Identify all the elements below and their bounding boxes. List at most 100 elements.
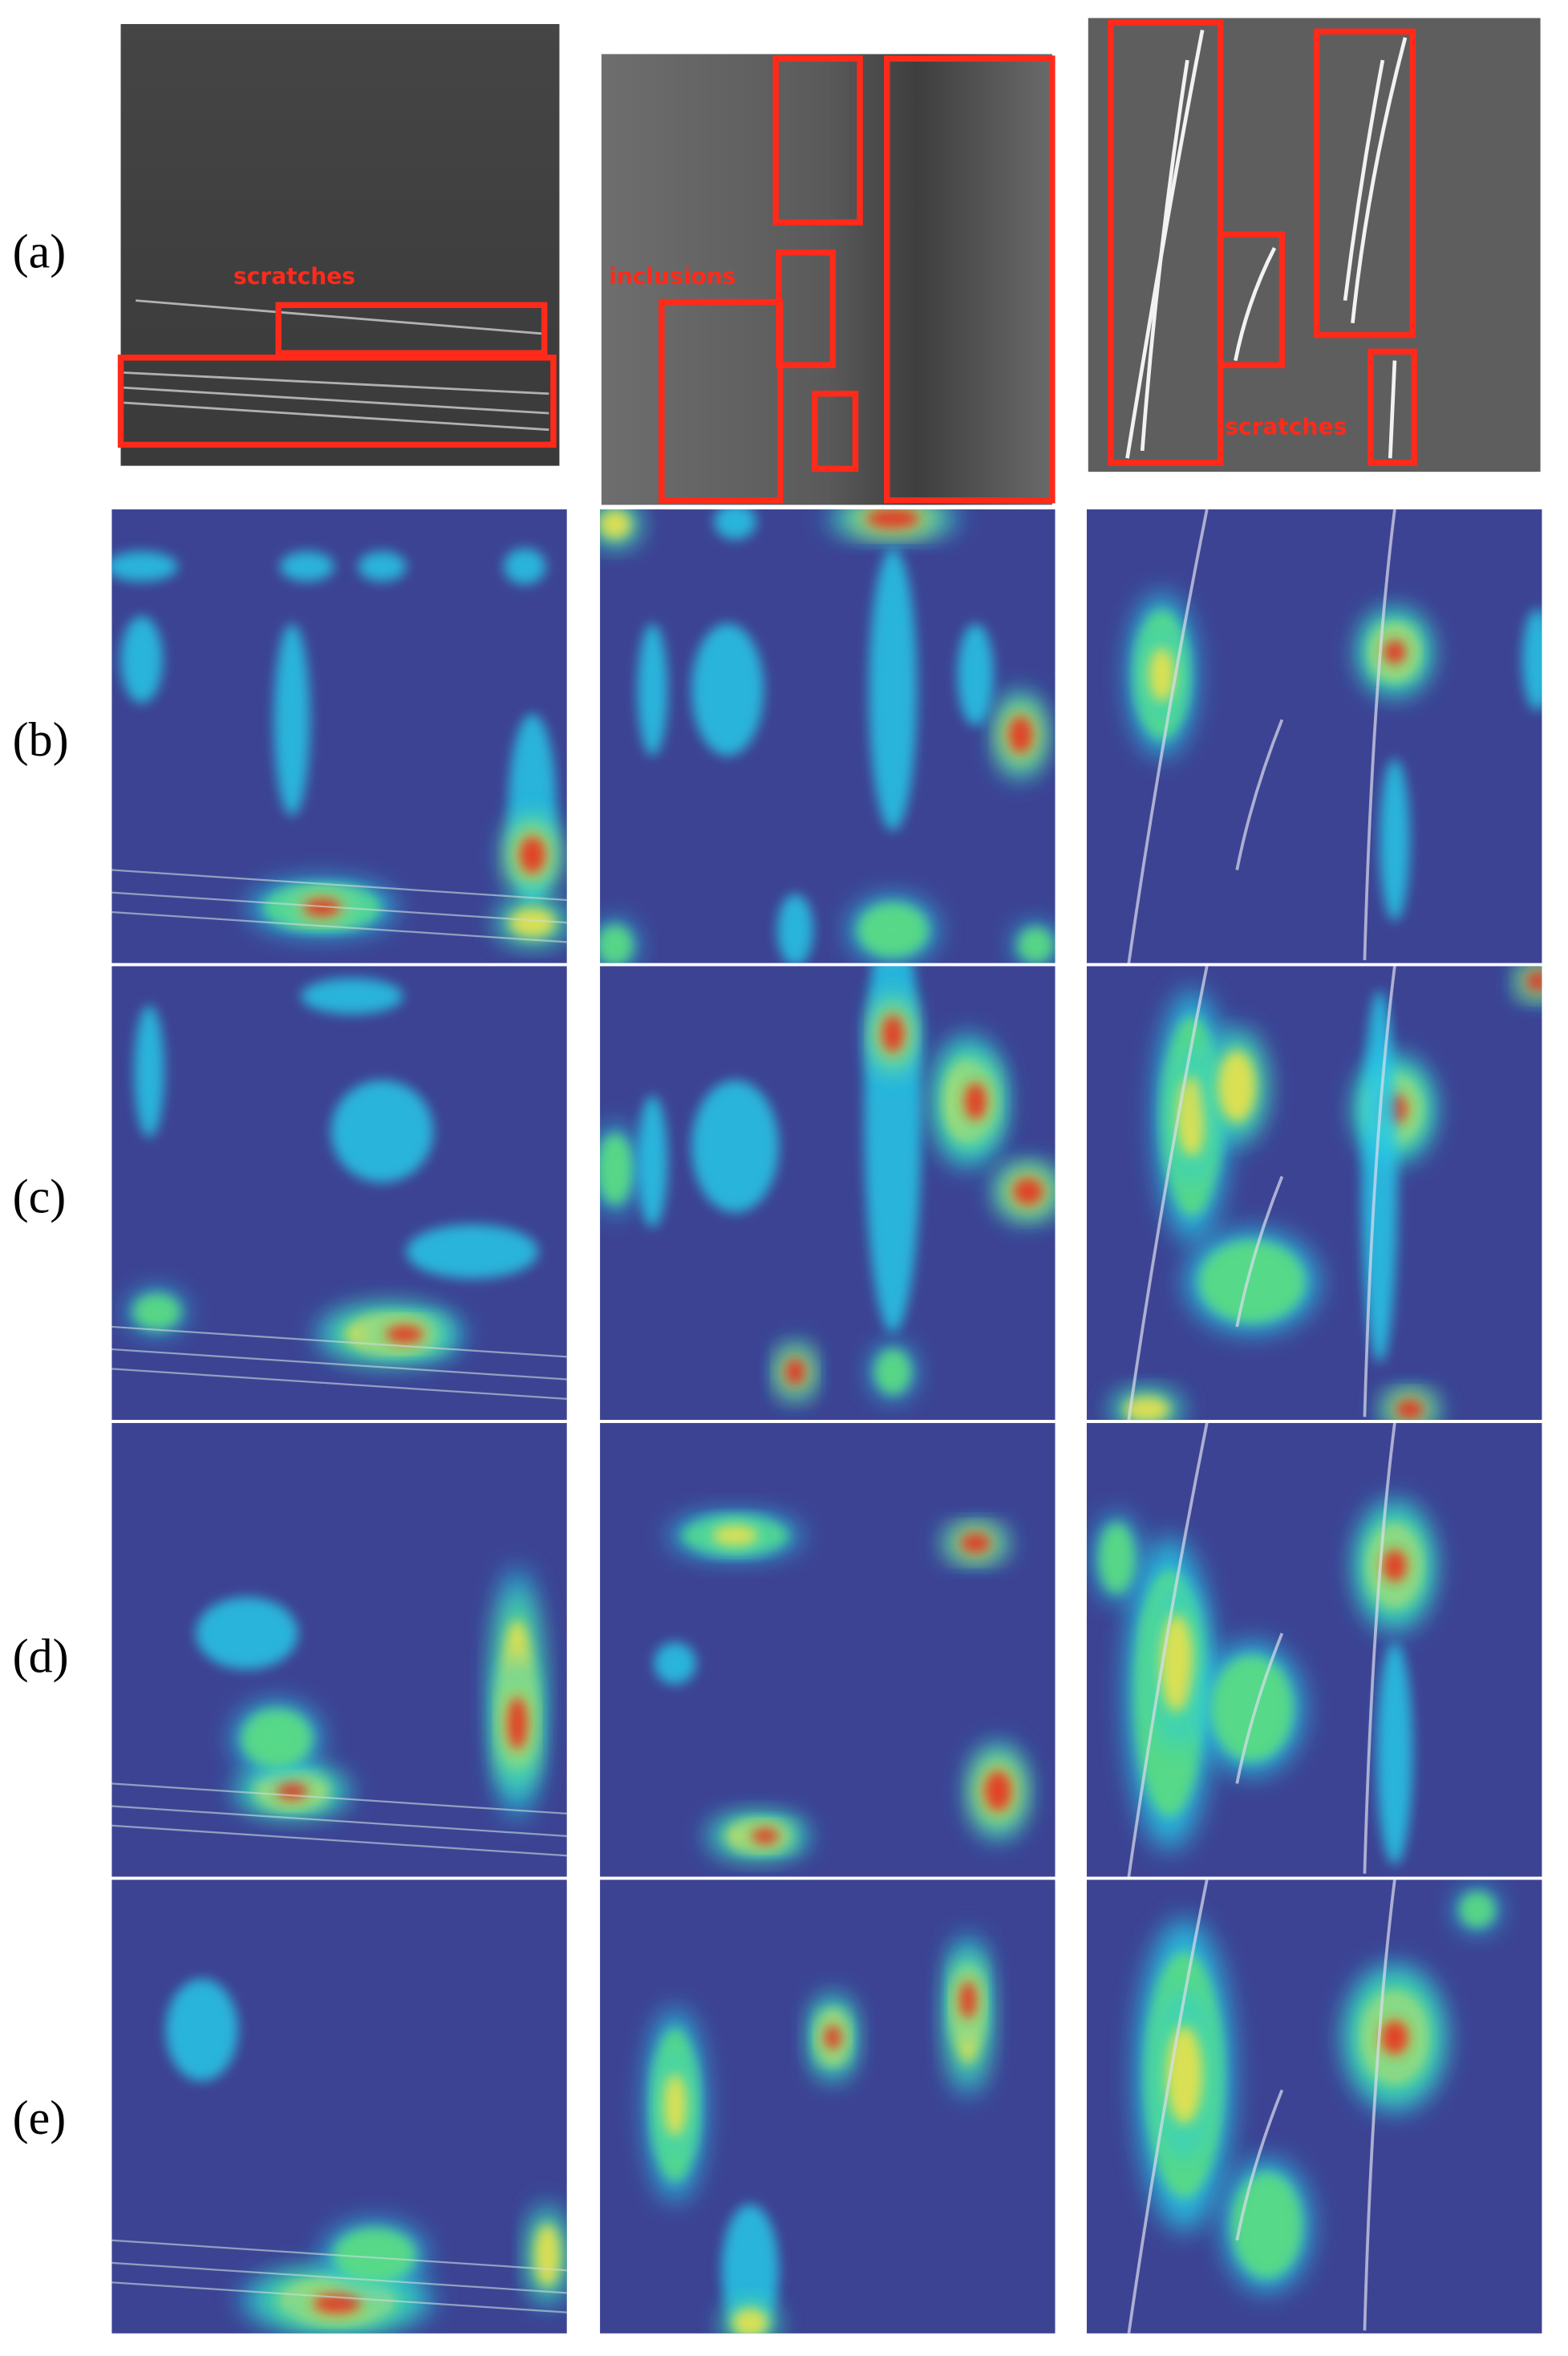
heatmap bbox=[111, 966, 567, 1421]
heatmap-background bbox=[600, 509, 1055, 963]
activation bbox=[691, 1080, 779, 1213]
activation bbox=[1210, 1655, 1294, 1762]
scratch-lines bbox=[111, 1325, 567, 1400]
heatmaps bbox=[111, 509, 1542, 2334]
heatmap bbox=[1086, 966, 1542, 1421]
activation bbox=[196, 1597, 298, 1669]
activation bbox=[637, 623, 668, 756]
scratch bbox=[1363, 1880, 1396, 2331]
scratch bbox=[1127, 1880, 1209, 2334]
heatmap bbox=[111, 1422, 567, 1877]
scratch bbox=[1363, 509, 1396, 960]
image bbox=[601, 54, 1052, 505]
activation bbox=[714, 509, 756, 540]
activation bbox=[1376, 1642, 1413, 1865]
defect-box bbox=[812, 391, 859, 472]
activation bbox=[111, 551, 178, 582]
activation bbox=[866, 509, 920, 529]
annotation: scratches bbox=[1225, 413, 1347, 440]
heatmap bbox=[111, 1880, 567, 2334]
activation bbox=[875, 1349, 911, 1395]
heatmap-background bbox=[600, 966, 1055, 1421]
defect-box bbox=[658, 298, 784, 504]
activation bbox=[1218, 1051, 1256, 1122]
heatmap bbox=[600, 509, 1055, 963]
row-label: (b) bbox=[13, 713, 69, 766]
activation bbox=[691, 623, 764, 756]
scratch bbox=[111, 2239, 567, 2272]
activation bbox=[165, 1978, 238, 2082]
activation bbox=[534, 2224, 561, 2287]
activation bbox=[386, 1324, 423, 1344]
activation bbox=[303, 898, 341, 917]
activation bbox=[1161, 1615, 1193, 1712]
activation bbox=[869, 548, 918, 831]
activation bbox=[600, 1133, 633, 1205]
heatmap bbox=[600, 966, 1055, 1421]
activation bbox=[519, 836, 546, 874]
activation bbox=[1199, 1240, 1305, 1324]
defect-box bbox=[1367, 348, 1418, 466]
activation bbox=[1018, 927, 1054, 963]
heatmap bbox=[1086, 1880, 1542, 2334]
activation bbox=[1177, 1077, 1207, 1157]
row-label: (a) bbox=[13, 225, 67, 278]
activation bbox=[864, 966, 922, 1333]
scratch bbox=[111, 1824, 567, 1857]
activation bbox=[273, 623, 310, 817]
scratch-lines bbox=[1127, 1880, 1396, 2334]
activation bbox=[333, 2228, 416, 2283]
scratch bbox=[1127, 509, 1209, 963]
defect-box bbox=[884, 55, 1055, 504]
heatmap-background bbox=[1086, 966, 1542, 1421]
activation bbox=[1012, 1178, 1043, 1206]
scratch-lines bbox=[111, 1782, 567, 1857]
defect-box bbox=[772, 55, 863, 225]
activation bbox=[712, 1525, 759, 1547]
activation bbox=[1459, 1892, 1496, 1928]
scratch bbox=[1363, 1422, 1396, 1874]
activation bbox=[959, 1981, 977, 2019]
scratch bbox=[111, 1325, 567, 1358]
activation bbox=[1008, 716, 1033, 754]
activation bbox=[637, 1095, 668, 1228]
activation bbox=[301, 978, 403, 1015]
scratch bbox=[111, 891, 567, 924]
activation bbox=[1124, 1397, 1170, 1421]
scratch bbox=[111, 2281, 567, 2313]
defect-box bbox=[275, 302, 548, 356]
activation bbox=[277, 1782, 308, 1801]
activation bbox=[1099, 1523, 1135, 1594]
scratch bbox=[1127, 966, 1209, 1421]
activation bbox=[824, 2025, 842, 2050]
activation bbox=[857, 902, 929, 958]
scratch bbox=[1235, 2089, 1284, 2241]
scratch-lines bbox=[1127, 1422, 1396, 1877]
activation bbox=[600, 509, 631, 539]
activation bbox=[509, 908, 556, 938]
scratch bbox=[111, 1805, 567, 1838]
activation bbox=[600, 925, 633, 963]
activation bbox=[984, 1770, 1012, 1812]
activation bbox=[504, 548, 546, 585]
scratch bbox=[111, 1348, 567, 1381]
scratch bbox=[1235, 1632, 1284, 1784]
activation bbox=[507, 1697, 528, 1750]
activation bbox=[1396, 1399, 1424, 1420]
heatmap bbox=[600, 1422, 1055, 1877]
activation bbox=[1380, 758, 1410, 922]
scratch bbox=[1127, 1422, 1209, 1877]
activation bbox=[663, 2074, 687, 2137]
scratch-lines bbox=[1127, 966, 1396, 1421]
row-label: (d) bbox=[13, 1630, 69, 1683]
activation bbox=[1384, 639, 1406, 665]
activation bbox=[358, 551, 407, 582]
activation bbox=[406, 1224, 539, 1279]
heatmap bbox=[600, 1880, 1055, 2334]
heatmap bbox=[111, 509, 567, 963]
activation bbox=[881, 1015, 905, 1053]
annotation: inclusions bbox=[609, 263, 735, 290]
defect-box bbox=[1217, 231, 1286, 368]
activation bbox=[1166, 2026, 1202, 2123]
